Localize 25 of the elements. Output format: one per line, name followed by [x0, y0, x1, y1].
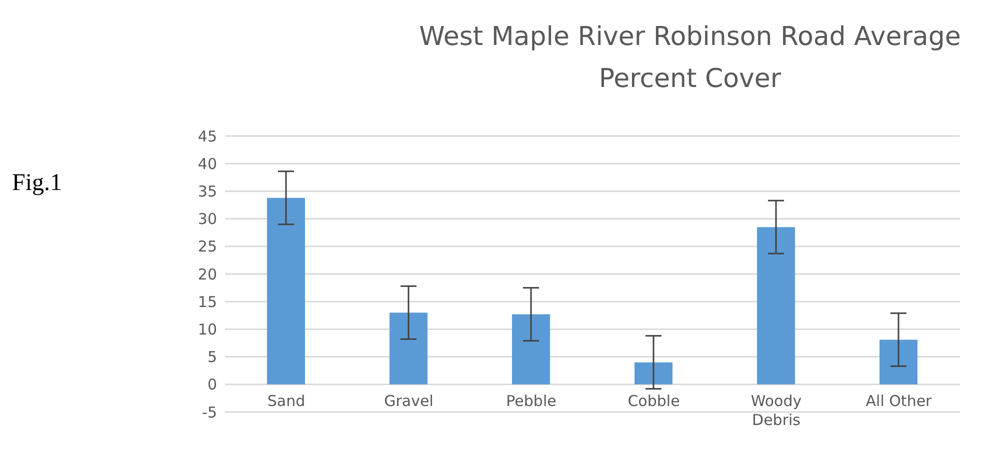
x-tick-label: Pebble — [506, 392, 556, 410]
bar — [267, 198, 305, 384]
x-tick-label: Gravel — [384, 392, 434, 410]
x-tick-label: Woody Debris — [750, 392, 802, 429]
bar — [634, 362, 672, 384]
y-tick-label: 15 — [198, 292, 217, 311]
y-tick-label: 45 — [198, 127, 217, 146]
bar — [880, 340, 918, 384]
y-tick-label: 40 — [198, 154, 217, 173]
y-tick-label: 25 — [198, 238, 217, 256]
caption: Fig.1 — [12, 170, 62, 197]
chart-title: West Maple River Robinson Road Average Percent Cover — [418, 21, 962, 96]
y-tick-label: 20 — [198, 265, 217, 284]
bar — [757, 227, 795, 384]
bar — [390, 312, 428, 384]
y-tick-label: 30 — [198, 210, 217, 228]
y-tick-label: 0 — [207, 376, 217, 394]
y-tick-label: -5 — [202, 403, 217, 422]
y-tick-label: 5 — [207, 348, 217, 366]
bar — [512, 314, 550, 384]
x-tick-label: Cobble — [628, 392, 680, 410]
y-tick-label: 10 — [198, 320, 217, 339]
x-tick-label: Sand — [267, 392, 306, 410]
y-tick-label: 35 — [198, 182, 217, 201]
x-tick-label: All Other — [866, 392, 933, 410]
